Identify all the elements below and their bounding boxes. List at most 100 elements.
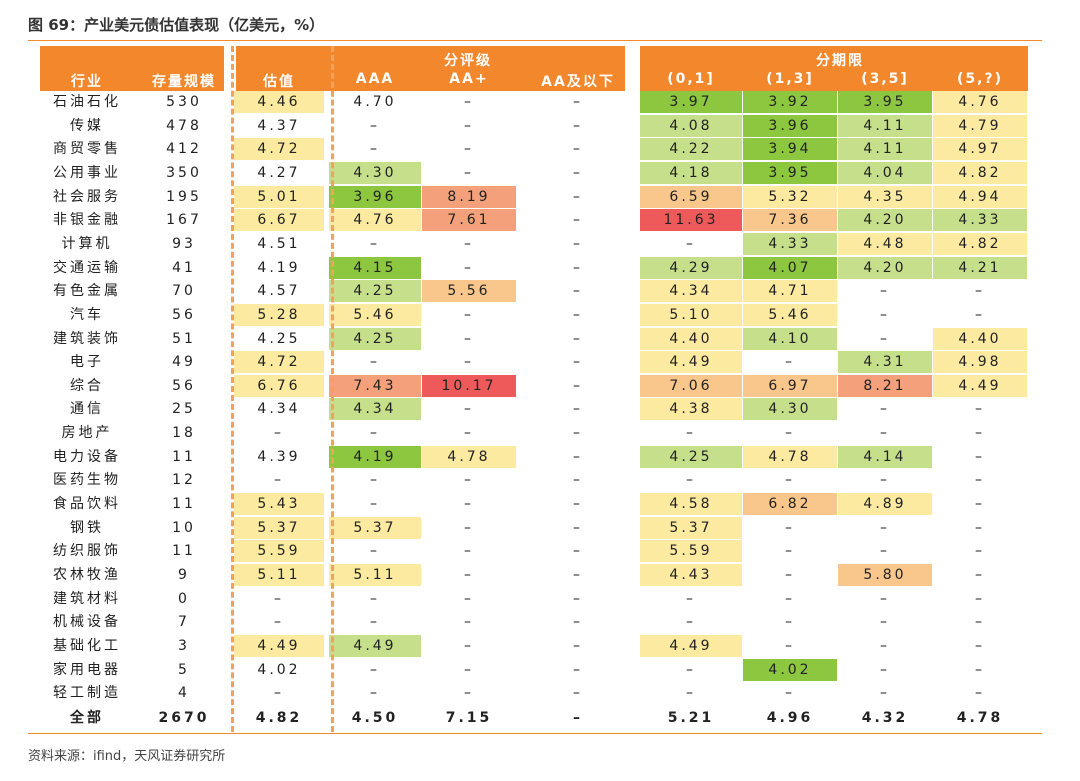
header-rating-group: 分评级 xyxy=(444,53,492,69)
aa-plus-value: – xyxy=(464,685,474,702)
term-5-plus-value: – xyxy=(975,425,985,442)
term-3-5-value: 5.80 xyxy=(838,564,932,586)
term-0-1-value: 5.37 xyxy=(640,516,742,539)
aa-plus-value: 10.17 xyxy=(422,374,516,397)
stock-value: 195 xyxy=(166,188,202,205)
industry-name: 轻工制造 xyxy=(53,685,121,702)
header-term-5-plus: (5,?) xyxy=(957,71,1003,87)
term-0-1-value: 4.25 xyxy=(640,445,742,468)
industry-name: 商贸零售 xyxy=(53,141,121,158)
term-1-3-value: 7.36 xyxy=(743,209,837,232)
aaa-value: 7.43 xyxy=(329,374,421,397)
valuation-value: 4.46 xyxy=(234,91,324,113)
aa-plus-value: – xyxy=(464,164,474,181)
stock-value: 10 xyxy=(172,519,196,536)
term-1-3-value: – xyxy=(785,637,795,654)
aaa-value: – xyxy=(370,496,380,513)
aa-below-value: – xyxy=(573,164,583,181)
aaa-value: 5.11 xyxy=(329,564,421,586)
valuation-value: 4.51 xyxy=(257,235,301,252)
aa-below-value: – xyxy=(573,519,583,536)
term-3-5-value: 4.89 xyxy=(838,493,932,516)
header-industry: 行业 xyxy=(71,74,103,90)
aaa-value: – xyxy=(370,543,380,560)
term-0-1-value: 4.49 xyxy=(640,351,742,374)
header-valuation: 估值 xyxy=(263,74,295,90)
aa-below-value: – xyxy=(573,685,583,702)
term-0-1-value: – xyxy=(686,235,696,252)
term-5-plus-value: – xyxy=(975,543,985,560)
term-1-3-value: 4.33 xyxy=(743,232,837,255)
aa-plus-value: – xyxy=(464,330,474,347)
term-0-1-value: – xyxy=(686,472,696,489)
header-band xyxy=(640,46,1028,91)
valuation-value: – xyxy=(274,472,284,489)
industry-name: 通信 xyxy=(70,401,104,418)
term-5-plus-value: – xyxy=(975,283,985,300)
aa-plus-value: – xyxy=(464,567,474,583)
term-0-1-value: 4.43 xyxy=(640,564,742,586)
stock-value: 3 xyxy=(178,637,190,654)
valuation-value: 5.43 xyxy=(234,493,324,516)
term-5-plus-value: – xyxy=(975,614,985,631)
term-5-plus-value: – xyxy=(975,567,985,583)
stock-value: 478 xyxy=(166,117,202,134)
term-1-3-value: 4.78 xyxy=(743,445,837,468)
aaa-value: – xyxy=(370,354,380,371)
term-3-5-value: 4.48 xyxy=(838,232,932,255)
aa-below-value: – xyxy=(573,94,583,110)
term-0-1-value: 11.63 xyxy=(640,209,742,232)
valuation-value: 4.19 xyxy=(257,259,301,276)
aa-below-value: – xyxy=(573,590,583,607)
valuation-value: 6.67 xyxy=(234,209,324,232)
aa-plus-value: 5.56 xyxy=(422,280,516,303)
term-3-5-value: – xyxy=(880,425,890,442)
source-note: 资料来源：ifind，天风证券研究所 xyxy=(28,749,226,764)
industry-name: 有色金属 xyxy=(53,283,121,300)
term-0-1-value: 4.29 xyxy=(640,256,742,279)
industry-name: 纺织服饰 xyxy=(53,543,121,560)
valuation-value: 4.39 xyxy=(257,448,301,465)
term-1-3-value: 6.97 xyxy=(743,374,837,397)
term-3-5-value: 4.35 xyxy=(838,185,932,208)
valuation-value: 4.34 xyxy=(257,401,301,418)
aaa-value: 4.49 xyxy=(329,634,421,657)
stock-value: 70 xyxy=(172,283,196,300)
term-3-5-value: 4.14 xyxy=(838,445,932,468)
term-0-1-value: 4.18 xyxy=(640,161,742,184)
valuation-value: 4.72 xyxy=(234,351,324,374)
term-3-5-value: – xyxy=(880,330,890,347)
aa-plus-value: – xyxy=(464,401,474,418)
header-term-1-3: (1,3] xyxy=(766,71,814,87)
term-0-1-value: – xyxy=(686,685,696,702)
aaa-value: – xyxy=(370,235,380,252)
term-0-1-value: 3.97 xyxy=(640,91,742,113)
term-5-plus-value: 4.21 xyxy=(933,256,1027,279)
term-3-5-value: 8.21 xyxy=(838,374,932,397)
header-band xyxy=(40,46,224,91)
term-5-plus-value: – xyxy=(975,472,985,489)
aa-plus-value: – xyxy=(464,590,474,607)
aa-plus-value: – xyxy=(464,354,474,371)
stock-value: 0 xyxy=(178,590,190,607)
aa-plus-value: – xyxy=(464,235,474,252)
aa-plus-value: 8.19 xyxy=(422,185,516,208)
aa-below-value: – xyxy=(573,637,583,654)
valuation-value: 5.01 xyxy=(234,185,324,208)
term-0-1-value: – xyxy=(686,614,696,631)
header-aaa: AAA xyxy=(355,71,395,87)
total-label: 全部 xyxy=(70,709,104,726)
term-0-1-value: 4.58 xyxy=(640,493,742,516)
aaa-value: 4.25 xyxy=(329,327,421,350)
aa-plus-value: – xyxy=(464,543,474,560)
header-band xyxy=(236,46,625,91)
term-5-plus-value: 4.82 xyxy=(933,232,1027,255)
valuation-value: 4.37 xyxy=(257,117,301,134)
aaa-value: 4.76 xyxy=(329,209,421,232)
term-0-1-value: 4.40 xyxy=(640,327,742,350)
term-5-plus-value: 4.76 xyxy=(933,91,1027,113)
term-1-3-value: 5.46 xyxy=(743,303,837,326)
aa-below-value: – xyxy=(573,283,583,300)
industry-name: 医药生物 xyxy=(53,472,121,489)
term-1-3-value: 4.07 xyxy=(743,256,837,279)
